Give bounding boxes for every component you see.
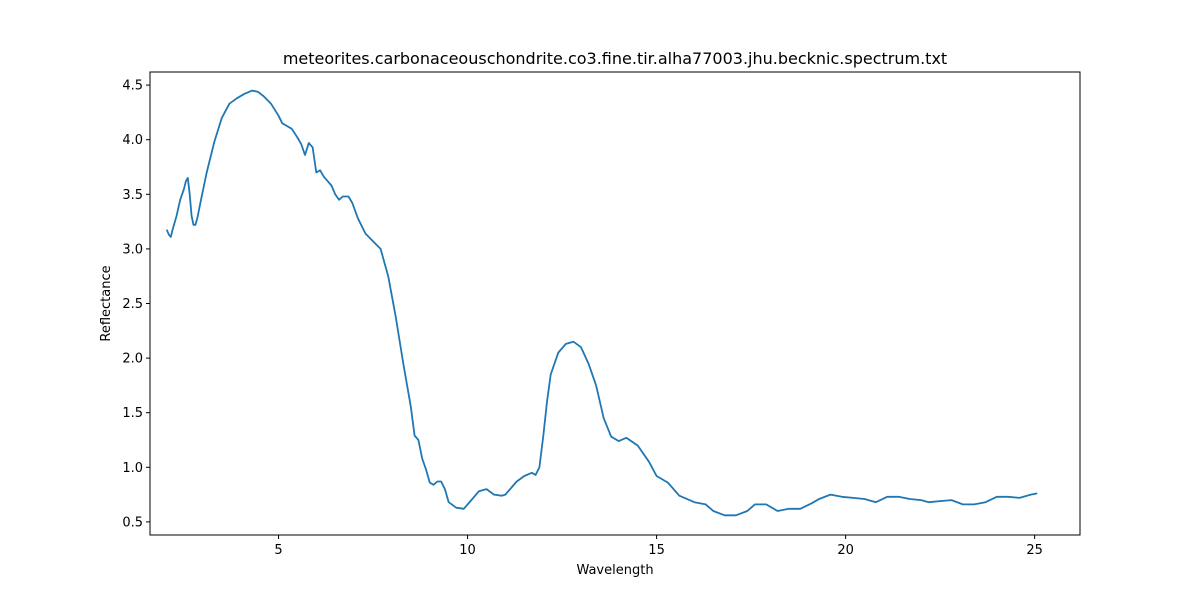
- y-tick-label: 0.5: [122, 515, 143, 530]
- y-tick-label: 3.5: [122, 188, 143, 203]
- chart-title: meteorites.carbonaceouschondrite.co3.fin…: [283, 49, 947, 68]
- y-tick-label: 4.5: [122, 79, 143, 94]
- x-tick-label: 5: [274, 543, 282, 558]
- y-tick-label: 1.5: [122, 406, 143, 421]
- y-tick-label: 4.0: [122, 133, 143, 148]
- y-tick-label: 2.0: [122, 352, 143, 367]
- x-axis-label: Wavelength: [576, 563, 653, 578]
- x-tick-label: 25: [1026, 543, 1043, 558]
- plot-area: 5 10 15 20 25 0.5 1.0 1.5 2.0 2.5 3.0 3.5 4.0 4.5: [122, 79, 1043, 558]
- x-tick-label: 20: [837, 543, 854, 558]
- y-tick-label: 3.0: [122, 242, 143, 257]
- y-tick-label: 2.5: [122, 297, 143, 312]
- axes-frame: [149, 71, 1081, 536]
- y-axis-label: Reflectance: [99, 265, 114, 341]
- x-tick-label: 10: [459, 543, 476, 558]
- x-tick-label: 15: [648, 543, 665, 558]
- series-line-0: [166, 89, 1038, 517]
- y-tick-label: 1.0: [122, 461, 143, 476]
